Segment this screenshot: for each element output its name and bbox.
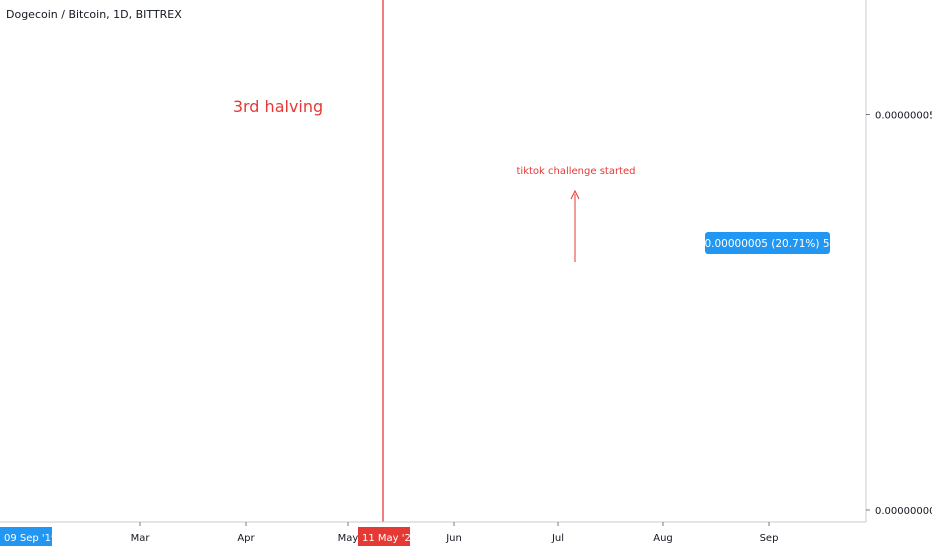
measure-label-bg <box>705 232 830 254</box>
time-tick-label: Apr <box>237 533 255 544</box>
time-tick-label: Sep <box>760 533 779 544</box>
start-date-tag <box>0 527 52 546</box>
tiktok-annotation: tiktok challenge started <box>517 166 636 177</box>
tiktok-arrow-head <box>570 189 580 200</box>
measure-label: 0.00000005 (20.71%) 5 <box>704 232 830 254</box>
price-tick-label: 0.00000000 <box>875 506 932 517</box>
measure-label-text: 0.00000005 (20.71%) 5 <box>704 238 829 250</box>
price-tick-label: 0.00000005 <box>875 111 932 122</box>
time-tick-label: Jun <box>445 533 462 544</box>
start-date-tag-label: 09 Sep '19 <box>4 533 57 544</box>
price-axis-bg <box>866 0 932 522</box>
crosshair-date-tag <box>358 527 410 546</box>
overlays-layer: 3rd halving tiktok challenge started 0.000… <box>233 0 830 522</box>
time-tick-label: Jul <box>551 533 564 544</box>
crosshair-date-tag-label: 11 May '20 <box>362 533 417 544</box>
time-axis[interactable]: Mar Apr May Jun Jul Aug Sep 09 Sep '19 11 May '2… <box>0 521 866 546</box>
price-axis[interactable]: 0.000000600.000000550.000000500.00000045… <box>865 0 932 522</box>
chart-title: Dogecoin / Bitcoin, 1D, BITTREX <box>6 8 182 21</box>
time-tick-label: May <box>338 533 359 544</box>
halving-annotation: 3rd halving <box>233 97 323 116</box>
time-tick-label: Mar <box>131 533 151 544</box>
time-tick-label: Aug <box>653 533 673 544</box>
